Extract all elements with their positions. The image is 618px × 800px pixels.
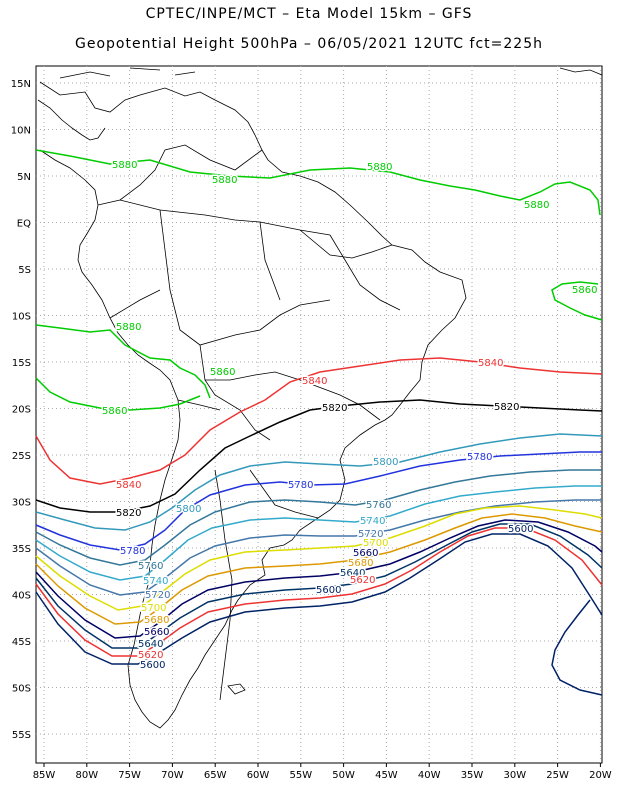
falkland-islands: [227, 683, 246, 695]
label-5720-atlantic: 5720: [358, 529, 383, 540]
longitude-label: 20W: [589, 770, 612, 781]
label-5860-bolivia: 5860: [210, 367, 235, 378]
coastlines: [37, 67, 603, 729]
contour-5600: [35, 533, 603, 696]
longitude-label: 80W: [75, 770, 98, 781]
contour-labels: 5880 5880 5880 5880 5880 5860 5860 5860 …: [101, 159, 599, 673]
contour-5820: [35, 399, 603, 513]
contour-5660: [35, 519, 603, 639]
south-america-coast: [39, 81, 467, 729]
label-5880-south: 5880: [116, 322, 141, 333]
contour-5700: [35, 505, 603, 611]
latitude-label: 10N: [11, 126, 31, 137]
label-5620-atlantic: 5620: [350, 575, 375, 586]
label-5880-east: 5880: [524, 200, 549, 211]
latitude-label: 15N: [11, 79, 31, 90]
latitude-label: 25S: [12, 451, 31, 462]
label-5740-atlantic: 5740: [360, 516, 385, 527]
contour-5760: [35, 469, 602, 566]
label-5700-atlantic: 5700: [363, 538, 388, 549]
label-5780-pacific: 5780: [120, 546, 145, 557]
caribbean-islands: [59, 67, 196, 79]
latitude-label: 15S: [12, 358, 31, 369]
latitude-label: 35S: [12, 544, 31, 555]
label-5600-pacific: 5600: [140, 660, 165, 671]
contour-5780: [35, 451, 602, 551]
label-5600-atlantic: 5600: [508, 524, 533, 535]
label-5840-pacific: 5840: [116, 480, 141, 491]
longitude-label: 45W: [375, 770, 398, 781]
latitude-labels: 15N 10N 5N EQ 5S 10S 15S 20S 25S 30S 35S 40S 45S 50S 5…: [11, 79, 31, 741]
label-5840-brazil: 5840: [302, 376, 327, 387]
longitude-label: 85W: [33, 770, 56, 781]
height-contours: [35, 149, 603, 696]
longitude-label: 30W: [503, 770, 526, 781]
label-5780-argentina: 5780: [288, 480, 313, 491]
label-5820-atlantic: 5820: [494, 402, 519, 413]
latitude-label: 30S: [12, 498, 31, 509]
longitude-label: 50W: [332, 770, 355, 781]
label-5680-pacific: 5680: [144, 615, 169, 626]
contour-5880-south: [35, 324, 211, 399]
contour-5840: [35, 357, 603, 485]
label-5700-pacific: 5700: [141, 603, 166, 614]
country-borders: [97, 144, 401, 701]
label-5820-brazil: 5820: [322, 403, 347, 414]
label-5620-pacific: 5620: [138, 650, 163, 661]
contour-5740: [35, 485, 602, 581]
label-5860-west: 5860: [102, 406, 127, 417]
map-title-line-2: Geopotential Height 500hPa – 06/05/2021 …: [75, 36, 543, 52]
label-5880-north-c: 5880: [367, 162, 392, 173]
africa-coast: [559, 67, 603, 76]
label-5600-argentina: 5600: [316, 585, 341, 596]
label-5880-north-a: 5880: [112, 160, 137, 171]
contour-5720: [35, 499, 602, 596]
latitude-label: 55S: [12, 730, 31, 741]
latitude-label: 20S: [12, 405, 31, 416]
latitude-label: 40S: [12, 591, 31, 602]
central-america-coast: [37, 99, 106, 141]
longitude-label: 70W: [161, 770, 184, 781]
label-5800-atlantic: 5800: [373, 457, 398, 468]
longitude-label: 65W: [204, 770, 227, 781]
contour-5800: [35, 433, 603, 531]
contour-5680: [35, 513, 603, 625]
longitude-label: 25W: [546, 770, 569, 781]
latitude-label: 5S: [18, 265, 31, 276]
label-5760-pacific: 5760: [138, 561, 163, 572]
latitude-label: 10S: [12, 312, 31, 323]
longitude-labels: 85W 80W 75W 70W 65W 60W 55W 50W 45W 40W 35W 30W 25W 2…: [33, 770, 612, 781]
label-5740-pacific: 5740: [143, 576, 168, 587]
latitude-label: 45S: [12, 637, 31, 648]
label-5640-pacific: 5640: [138, 639, 163, 650]
latitude-label: EQ: [17, 219, 31, 230]
map-title-line-1: CPTEC/INPE/MCT – Eta Model 15km – GFS: [145, 6, 473, 22]
label-5720-pacific: 5720: [145, 590, 170, 601]
label-5660-atlantic: 5660: [353, 548, 378, 559]
contour-5880-north: [35, 149, 601, 216]
contour-5860-east: [551, 281, 603, 321]
label-5660-pacific: 5660: [144, 627, 169, 638]
longitude-label: 55W: [289, 770, 312, 781]
label-5800-andes: 5800: [176, 504, 201, 515]
contour-5860-west: [35, 377, 201, 411]
longitude-label: 40W: [418, 770, 441, 781]
map-frame: [35, 65, 603, 764]
label-5680-atlantic: 5680: [348, 558, 373, 569]
label-5820-pacific: 5820: [116, 508, 141, 519]
label-5860-east: 5860: [572, 285, 597, 296]
contour-5620: [35, 527, 603, 657]
label-5880-north-b: 5880: [212, 175, 237, 186]
label-5760-atlantic: 5760: [366, 500, 391, 511]
label-5840-atlantic: 5840: [478, 358, 503, 369]
latitude-label: 50S: [12, 684, 31, 695]
longitude-label: 75W: [118, 770, 141, 781]
contour-5640: [35, 523, 603, 649]
longitude-label: 60W: [247, 770, 270, 781]
latitude-label: 5N: [17, 172, 31, 183]
label-5780-atlantic: 5780: [467, 452, 492, 463]
longitude-label: 35W: [461, 770, 484, 781]
label-5640-atlantic: 5640: [340, 568, 365, 579]
